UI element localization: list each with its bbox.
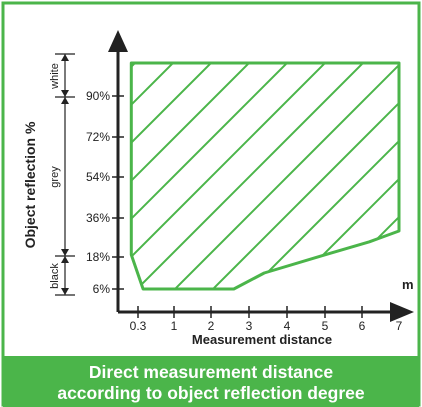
y-axis-arrow-icon	[108, 30, 128, 52]
arrow-icon	[61, 249, 69, 256]
x-tick-label: 5	[322, 319, 329, 333]
reflection-bands	[55, 53, 75, 296]
y-axis-label: Object reflection %	[22, 121, 38, 248]
y-ticks: 6% 18% 36% 54% 72% 90%	[86, 89, 124, 296]
y-tick-label: 54%	[86, 170, 110, 184]
hatch-line	[131, 63, 389, 289]
hatch-line	[131, 63, 237, 289]
x-tick-label: 0.3	[130, 319, 147, 333]
x-unit-label: m	[402, 277, 414, 292]
hatch-line	[347, 63, 400, 289]
y-tick-label: 90%	[86, 89, 110, 103]
hatch-line	[131, 63, 400, 289]
arrow-icon	[61, 97, 69, 104]
hatch-line	[385, 63, 400, 289]
arrow-icon	[61, 256, 69, 263]
arrow-icon	[61, 288, 69, 295]
x-axis-label: Measurement distance	[192, 332, 332, 347]
x-ticks: 0.3 1 2 3 4 5 6 7	[130, 306, 403, 333]
hatch-line	[131, 63, 400, 289]
arrow-icon	[61, 54, 69, 61]
y-tick-label: 72%	[86, 130, 110, 144]
y-tick-label: 6%	[93, 282, 111, 296]
band-label-grey: grey	[49, 166, 61, 188]
y-tick-label: 18%	[86, 250, 110, 264]
y-tick-label: 36%	[86, 211, 110, 225]
hatch-line	[131, 63, 400, 289]
x-axis-arrow-icon	[390, 302, 414, 322]
hatch-line	[131, 63, 351, 289]
hatch-line	[157, 63, 400, 289]
hatch-line	[131, 63, 313, 289]
x-tick-label: 3	[246, 319, 253, 333]
caption-line-2: according to object reflection degree	[57, 383, 365, 403]
x-tick-label: 2	[208, 319, 215, 333]
hatch-line	[131, 63, 275, 289]
band-label-black: black	[49, 263, 61, 289]
measurement-range-region	[129, 61, 401, 291]
hatch-line	[131, 63, 400, 289]
caption-banner: Direct measurement distance according to…	[3, 356, 419, 407]
x-tick-label: 4	[284, 319, 291, 333]
caption-line-1: Direct measurement distance	[88, 362, 334, 382]
x-tick-label: 1	[171, 319, 178, 333]
x-tick-label: 7	[396, 319, 403, 333]
x-tick-label: 6	[359, 319, 366, 333]
arrow-icon	[61, 90, 69, 97]
band-label-white: white	[49, 63, 61, 90]
